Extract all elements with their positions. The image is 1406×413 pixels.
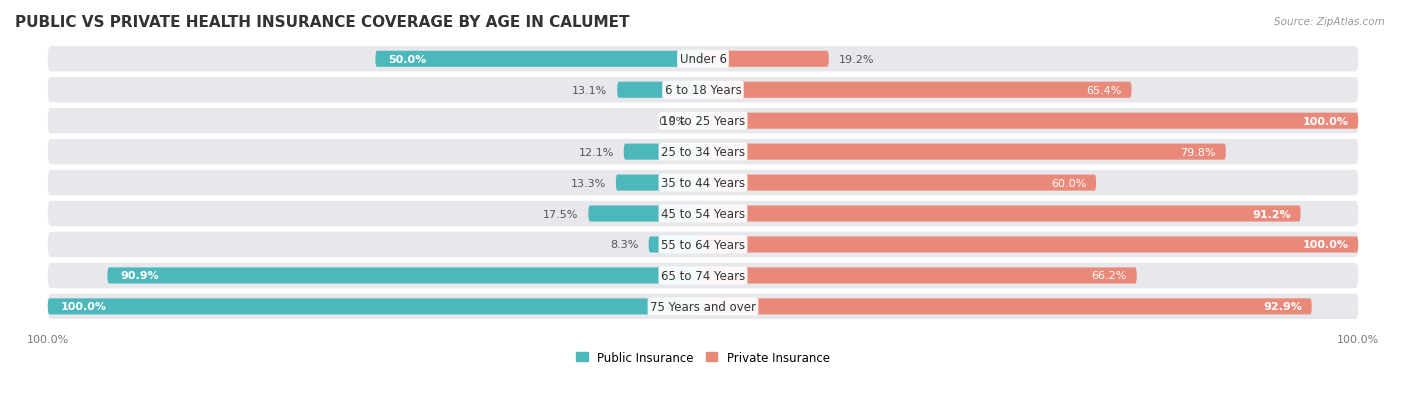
FancyBboxPatch shape bbox=[48, 202, 1358, 227]
FancyBboxPatch shape bbox=[703, 113, 1358, 129]
Legend: Public Insurance, Private Insurance: Public Insurance, Private Insurance bbox=[571, 347, 835, 369]
FancyBboxPatch shape bbox=[703, 268, 1137, 284]
Text: 91.2%: 91.2% bbox=[1251, 209, 1291, 219]
Text: 90.9%: 90.9% bbox=[121, 271, 159, 281]
Text: 45 to 54 Years: 45 to 54 Years bbox=[661, 208, 745, 221]
FancyBboxPatch shape bbox=[703, 144, 1226, 160]
Text: 55 to 64 Years: 55 to 64 Years bbox=[661, 238, 745, 252]
Text: 19 to 25 Years: 19 to 25 Years bbox=[661, 115, 745, 128]
Text: 65.4%: 65.4% bbox=[1087, 85, 1122, 95]
FancyBboxPatch shape bbox=[648, 237, 703, 253]
Text: 6 to 18 Years: 6 to 18 Years bbox=[665, 84, 741, 97]
FancyBboxPatch shape bbox=[624, 144, 703, 160]
Text: 66.2%: 66.2% bbox=[1091, 271, 1128, 281]
Text: 8.3%: 8.3% bbox=[610, 240, 638, 250]
Text: 100.0%: 100.0% bbox=[60, 301, 107, 312]
Text: Under 6: Under 6 bbox=[679, 53, 727, 66]
Text: 13.1%: 13.1% bbox=[572, 85, 607, 95]
Text: PUBLIC VS PRIVATE HEALTH INSURANCE COVERAGE BY AGE IN CALUMET: PUBLIC VS PRIVATE HEALTH INSURANCE COVER… bbox=[15, 15, 630, 30]
FancyBboxPatch shape bbox=[703, 206, 1301, 222]
FancyBboxPatch shape bbox=[48, 232, 1358, 258]
FancyBboxPatch shape bbox=[616, 175, 703, 191]
FancyBboxPatch shape bbox=[617, 83, 703, 99]
FancyBboxPatch shape bbox=[48, 299, 703, 315]
FancyBboxPatch shape bbox=[703, 299, 1312, 315]
Text: 25 to 34 Years: 25 to 34 Years bbox=[661, 146, 745, 159]
Text: 19.2%: 19.2% bbox=[838, 55, 875, 64]
FancyBboxPatch shape bbox=[48, 109, 1358, 134]
FancyBboxPatch shape bbox=[48, 78, 1358, 103]
Text: 13.3%: 13.3% bbox=[571, 178, 606, 188]
Text: 17.5%: 17.5% bbox=[543, 209, 578, 219]
FancyBboxPatch shape bbox=[48, 140, 1358, 165]
Text: 60.0%: 60.0% bbox=[1052, 178, 1087, 188]
FancyBboxPatch shape bbox=[696, 113, 703, 129]
FancyBboxPatch shape bbox=[48, 171, 1358, 196]
Text: Source: ZipAtlas.com: Source: ZipAtlas.com bbox=[1274, 17, 1385, 26]
FancyBboxPatch shape bbox=[703, 175, 1097, 191]
FancyBboxPatch shape bbox=[48, 294, 1358, 319]
FancyBboxPatch shape bbox=[107, 268, 703, 284]
Text: 75 Years and over: 75 Years and over bbox=[650, 300, 756, 313]
FancyBboxPatch shape bbox=[375, 52, 703, 68]
Text: 50.0%: 50.0% bbox=[388, 55, 427, 64]
Text: 35 to 44 Years: 35 to 44 Years bbox=[661, 177, 745, 190]
FancyBboxPatch shape bbox=[48, 263, 1358, 288]
FancyBboxPatch shape bbox=[48, 47, 1358, 72]
FancyBboxPatch shape bbox=[588, 206, 703, 222]
Text: 79.8%: 79.8% bbox=[1181, 147, 1216, 157]
FancyBboxPatch shape bbox=[703, 237, 1358, 253]
Text: 65 to 74 Years: 65 to 74 Years bbox=[661, 269, 745, 282]
FancyBboxPatch shape bbox=[703, 83, 1132, 99]
Text: 92.9%: 92.9% bbox=[1263, 301, 1302, 312]
FancyBboxPatch shape bbox=[703, 52, 828, 68]
Text: 100.0%: 100.0% bbox=[1302, 240, 1348, 250]
Text: 0.0%: 0.0% bbox=[658, 116, 686, 126]
Text: 100.0%: 100.0% bbox=[1302, 116, 1348, 126]
Text: 12.1%: 12.1% bbox=[578, 147, 614, 157]
